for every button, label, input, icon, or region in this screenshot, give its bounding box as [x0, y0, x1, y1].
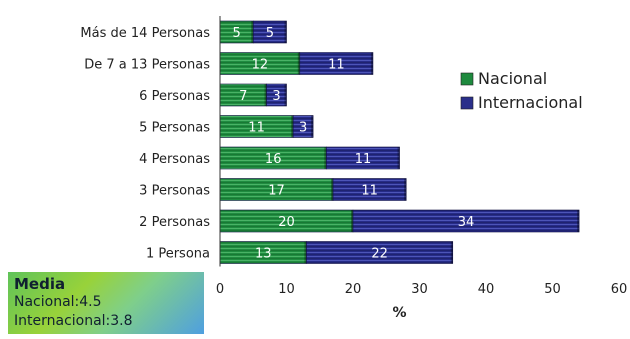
- data-label: 17: [268, 184, 285, 199]
- data-label: 11: [355, 152, 372, 167]
- bar-end-cap: [370, 52, 373, 75]
- data-label: 16: [265, 152, 282, 167]
- category-label: 2 Personas: [139, 215, 210, 230]
- bar-end-cap: [311, 115, 314, 138]
- summary-nacional: Nacional:4.5: [14, 294, 102, 310]
- data-label: 3: [299, 121, 307, 136]
- data-label: 11: [361, 184, 378, 199]
- category-label: Más de 14 Personas: [80, 26, 210, 41]
- bar-end-cap: [264, 84, 267, 106]
- bar-end-cap: [251, 21, 254, 43]
- x-tick-label: 20: [345, 282, 362, 297]
- data-label: 5: [232, 26, 240, 41]
- x-tick-label: 0: [216, 282, 224, 297]
- bar-internacional: [292, 115, 314, 138]
- data-label: 3: [272, 89, 280, 104]
- bar-end-cap: [291, 115, 294, 138]
- category-label: 3 Personas: [139, 184, 210, 199]
- data-label: 12: [252, 58, 269, 73]
- x-tick-label: 40: [478, 282, 495, 297]
- x-axis-title: %: [393, 305, 407, 321]
- x-tick-label: 50: [544, 282, 561, 297]
- data-label: 11: [328, 58, 345, 73]
- bar-internacional: [326, 146, 400, 170]
- x-tick-label: 60: [611, 282, 628, 297]
- bar-internacional: [332, 178, 407, 201]
- data-label: 13: [255, 247, 272, 262]
- bar-internacional: [306, 241, 454, 264]
- bar-end-cap: [331, 178, 334, 201]
- category-label: 4 Personas: [139, 152, 210, 167]
- legend-label: Internacional: [478, 93, 583, 112]
- legend: Nacional Internacional: [460, 69, 583, 112]
- summary-title: Media: [14, 275, 66, 293]
- data-label: 20: [278, 215, 295, 230]
- bar-internacional: [299, 52, 374, 75]
- category-label: 1 Persona: [146, 247, 210, 262]
- bar-end-cap: [304, 241, 307, 264]
- bar-end-cap: [351, 210, 353, 232]
- bar-end-cap: [577, 210, 580, 232]
- data-label: 34: [458, 215, 475, 230]
- bar-end-cap: [397, 147, 400, 169]
- legend-swatch: [460, 96, 474, 110]
- legend-swatch: [460, 72, 474, 86]
- category-labels: Más de 14 Personas De 7 a 13 Personas 6 Pe…: [80, 26, 210, 262]
- data-label: 22: [371, 247, 388, 262]
- x-tick-label: 10: [278, 282, 295, 297]
- category-label: De 7 a 13 Personas: [84, 58, 210, 73]
- bars-layer: 5 5 12 11 7 3 11 3 16 11 17 11 20 34 13 22: [219, 20, 580, 264]
- data-label: 11: [248, 121, 265, 136]
- data-label: 7: [239, 89, 247, 104]
- bar-end-cap: [284, 84, 287, 106]
- category-label: 5 Personas: [139, 121, 210, 136]
- summary-internacional: Internacional:3.8: [14, 313, 133, 329]
- summary-box: Media Nacional:4.5 Internacional:3.8: [8, 272, 204, 334]
- bar-end-cap: [297, 52, 300, 75]
- legend-label: Nacional: [478, 69, 547, 88]
- bar-end-cap: [404, 178, 407, 201]
- bar-internacional: [352, 209, 580, 233]
- bar-internacional: [266, 83, 287, 107]
- data-label: 5: [266, 26, 274, 41]
- bar-end-cap: [324, 147, 327, 169]
- x-axis: 0 10 20 30 40 50 60%: [216, 16, 627, 321]
- bar-end-cap: [284, 21, 287, 43]
- bar-end-cap: [450, 241, 453, 264]
- x-tick-label: 30: [411, 282, 428, 297]
- bar-internacional: [252, 20, 287, 44]
- category-label: 6 Personas: [139, 89, 210, 104]
